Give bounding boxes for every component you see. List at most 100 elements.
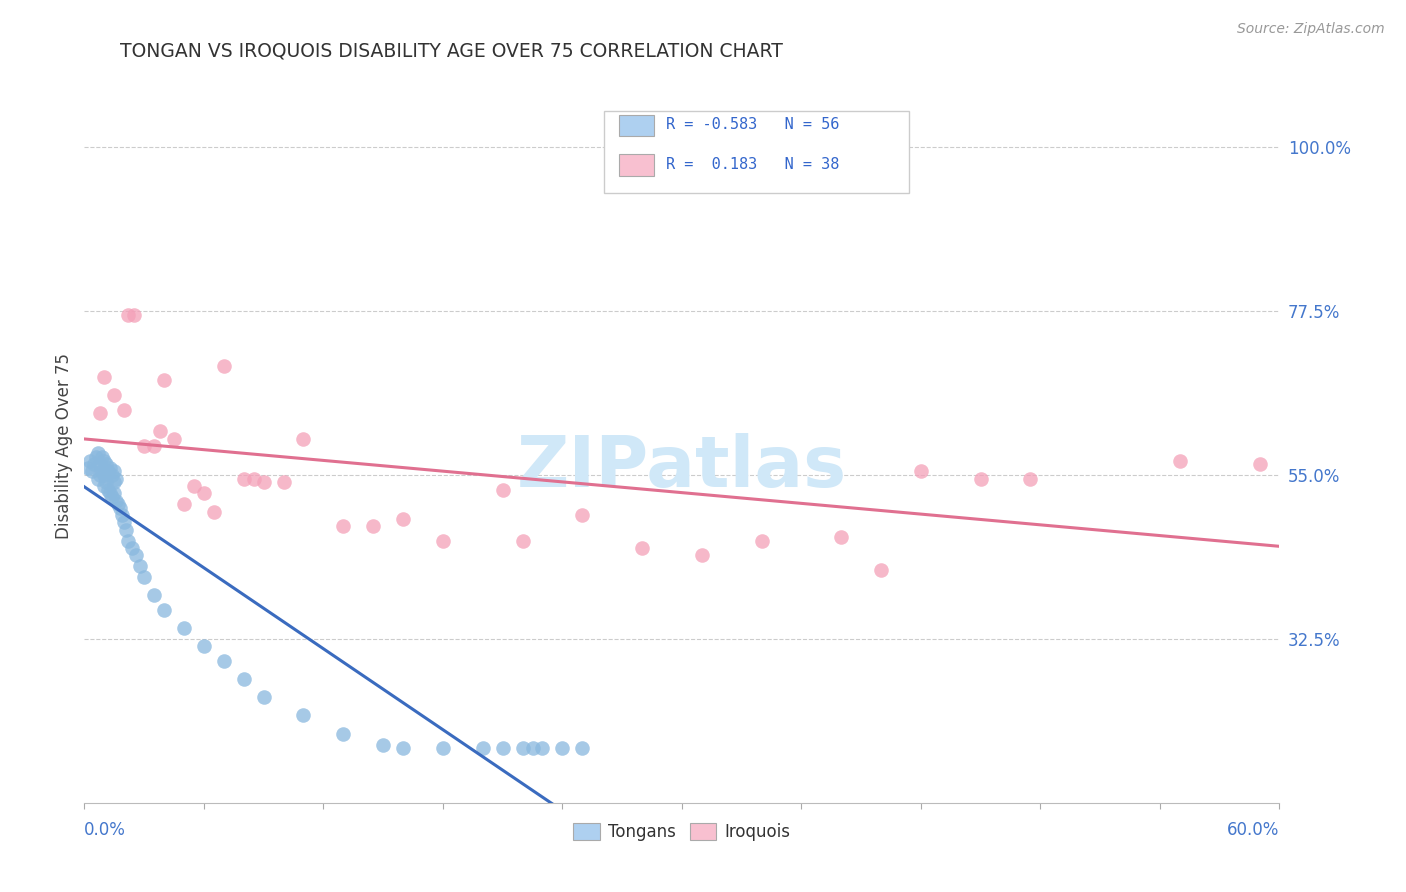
- Point: [93, 468, 115, 483]
- Point: [332, 726, 354, 740]
- Point: [492, 483, 515, 497]
- Point: [292, 708, 315, 723]
- Point: [97, 465, 120, 479]
- Point: [117, 308, 139, 322]
- Point: [193, 639, 215, 653]
- Point: [122, 308, 145, 322]
- Point: [471, 741, 494, 756]
- Point: [492, 741, 515, 756]
- Point: [242, 472, 264, 486]
- Point: [631, 541, 654, 555]
- Point: [392, 741, 415, 756]
- Point: [103, 475, 125, 490]
- Point: [1249, 457, 1271, 471]
- Point: [332, 519, 354, 533]
- Point: [432, 533, 454, 548]
- Point: [89, 406, 111, 420]
- Point: [551, 741, 574, 756]
- Point: [690, 548, 713, 562]
- Point: [93, 453, 115, 467]
- Point: [212, 654, 235, 668]
- Point: [232, 472, 254, 486]
- Text: R =  0.183   N = 38: R = 0.183 N = 38: [666, 157, 839, 171]
- Point: [129, 559, 152, 574]
- Text: 0.0%: 0.0%: [84, 821, 127, 839]
- Point: [253, 475, 276, 490]
- Point: [117, 533, 139, 548]
- Point: [163, 432, 186, 446]
- Point: [79, 453, 101, 467]
- Point: [531, 741, 554, 756]
- Point: [115, 523, 138, 537]
- Point: [103, 465, 125, 479]
- Point: [103, 388, 125, 402]
- Point: [93, 479, 115, 493]
- Point: [512, 741, 534, 756]
- Point: [77, 460, 100, 475]
- Point: [143, 588, 166, 602]
- Point: [103, 486, 125, 500]
- Point: [512, 533, 534, 548]
- Point: [232, 672, 254, 686]
- Point: [193, 486, 215, 500]
- Point: [751, 533, 773, 548]
- Point: [83, 457, 105, 471]
- Point: [522, 741, 544, 756]
- Point: [132, 570, 156, 584]
- Point: [98, 486, 121, 500]
- Point: [373, 738, 395, 752]
- Point: [96, 475, 118, 490]
- Point: [93, 369, 115, 384]
- Point: [173, 497, 195, 511]
- Point: [132, 439, 156, 453]
- Text: R = -0.583   N = 56: R = -0.583 N = 56: [666, 118, 839, 132]
- Point: [89, 457, 111, 471]
- Point: [105, 493, 128, 508]
- Text: ZIPatlas: ZIPatlas: [517, 433, 846, 502]
- Point: [125, 548, 148, 562]
- Text: Source: ZipAtlas.com: Source: ZipAtlas.com: [1237, 22, 1385, 37]
- Point: [970, 472, 993, 486]
- Y-axis label: Disability Age Over 75: Disability Age Over 75: [55, 353, 73, 539]
- Point: [112, 516, 135, 530]
- Point: [1168, 453, 1191, 467]
- Point: [361, 519, 384, 533]
- Text: 60.0%: 60.0%: [1227, 821, 1279, 839]
- FancyBboxPatch shape: [619, 154, 654, 176]
- Point: [273, 475, 295, 490]
- Point: [96, 457, 118, 471]
- Point: [392, 512, 415, 526]
- Point: [571, 508, 593, 523]
- FancyBboxPatch shape: [619, 115, 654, 136]
- Point: [82, 465, 104, 479]
- Point: [87, 472, 110, 486]
- Point: [830, 530, 852, 544]
- Point: [432, 741, 454, 756]
- Text: TONGAN VS IROQUOIS DISABILITY AGE OVER 75 CORRELATION CHART: TONGAN VS IROQUOIS DISABILITY AGE OVER 7…: [121, 42, 783, 61]
- Point: [89, 468, 111, 483]
- Point: [110, 500, 132, 515]
- Point: [1019, 472, 1042, 486]
- Point: [111, 508, 134, 523]
- Point: [86, 450, 108, 464]
- Point: [107, 497, 129, 511]
- Point: [91, 465, 114, 479]
- Point: [153, 603, 176, 617]
- Point: [121, 541, 143, 555]
- Point: [87, 446, 110, 460]
- Point: [212, 359, 235, 373]
- Point: [97, 483, 120, 497]
- Point: [910, 465, 932, 479]
- Point: [98, 460, 121, 475]
- FancyBboxPatch shape: [605, 111, 910, 193]
- Point: [143, 439, 166, 453]
- Point: [202, 504, 225, 518]
- Point: [870, 563, 893, 577]
- Point: [101, 468, 124, 483]
- Legend: Tongans, Iroquois: Tongans, Iroquois: [567, 816, 797, 848]
- Point: [101, 490, 124, 504]
- Point: [153, 374, 176, 388]
- Point: [105, 472, 128, 486]
- Point: [571, 741, 593, 756]
- Point: [91, 450, 114, 464]
